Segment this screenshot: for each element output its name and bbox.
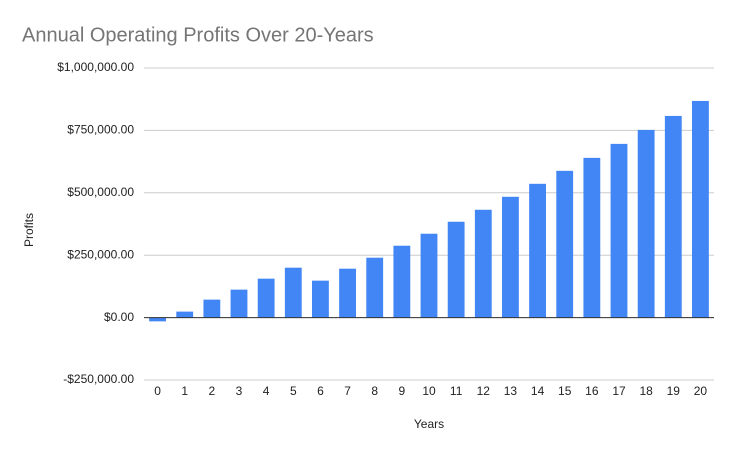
bar [339, 268, 356, 318]
y-tick-label: $1,000,000.00 [57, 60, 134, 74]
x-tick-label: 7 [344, 384, 351, 398]
x-tick-label: 8 [371, 384, 378, 398]
x-tick-label: 0 [154, 384, 161, 398]
x-tick-label: 17 [612, 384, 626, 398]
bar [366, 257, 384, 318]
bar [257, 278, 275, 318]
bar [583, 157, 601, 318]
bar [312, 280, 329, 318]
bar [610, 143, 628, 318]
y-tick-label: $500,000.00 [67, 185, 134, 199]
x-tick-label: 6 [317, 384, 324, 398]
x-tick-label: 18 [639, 384, 653, 398]
y-tick-label: -$250,000.00 [63, 372, 134, 386]
y-tick-label: $750,000.00 [67, 123, 134, 137]
bar [447, 221, 465, 318]
bar [502, 196, 519, 318]
bar [692, 100, 709, 318]
bar [176, 311, 194, 318]
bar [556, 170, 574, 318]
x-tick-label: 14 [531, 384, 545, 398]
y-axis-label: Profits [22, 213, 36, 247]
x-tick-label: 2 [209, 384, 216, 398]
x-tick-label: 19 [667, 384, 681, 398]
bar [203, 299, 221, 318]
x-tick-label: 4 [263, 384, 270, 398]
x-tick-label: 13 [504, 384, 518, 398]
bar [664, 115, 682, 318]
bar [529, 183, 546, 318]
bar [284, 267, 302, 318]
x-tick-label: 9 [399, 384, 406, 398]
y-tick-label: $250,000.00 [67, 247, 134, 261]
x-tick-label: 15 [558, 384, 572, 398]
x-tick-label: 12 [477, 384, 491, 398]
bar [393, 245, 411, 318]
y-tick-label: $0.00 [104, 310, 134, 324]
bar [149, 317, 166, 322]
bar [420, 233, 438, 318]
x-tick-label: 16 [585, 384, 599, 398]
x-tick-label: 10 [422, 384, 436, 398]
x-tick-label: 20 [694, 384, 708, 398]
x-tick-label: 11 [450, 384, 463, 398]
x-axis-label: Years [414, 417, 444, 431]
chart-title: Annual Operating Profits Over 20-Years [22, 24, 374, 46]
bar [637, 129, 655, 318]
bar [474, 209, 492, 318]
bar [230, 289, 248, 318]
x-tick-label: 1 [181, 384, 188, 398]
x-tick-label: 3 [236, 384, 243, 398]
x-tick-label: 5 [290, 384, 297, 398]
